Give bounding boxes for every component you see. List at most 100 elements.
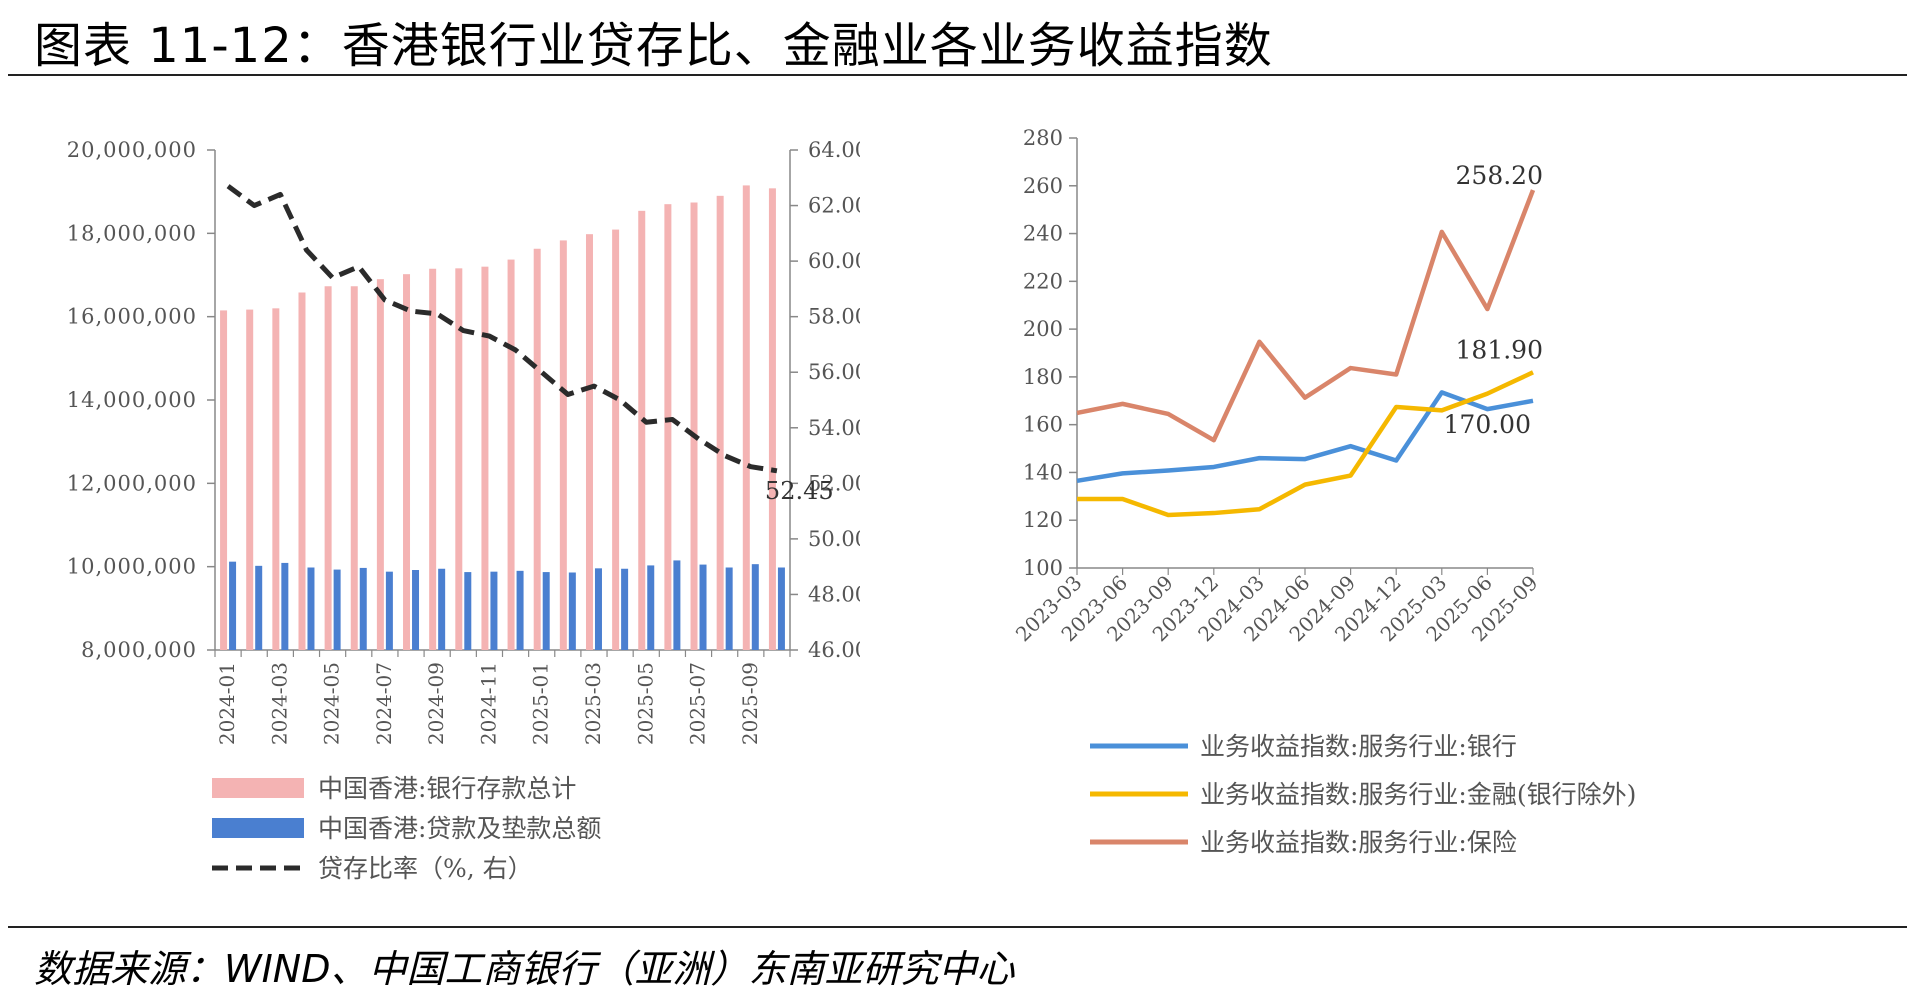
- y-tick-label: 160: [1023, 413, 1063, 437]
- loan-bar: [699, 564, 707, 650]
- source-note: 数据来源：WIND、中国工商银行（亚洲）东南亚研究中心: [34, 947, 1015, 991]
- left-y-tick-label: 10,000,000: [67, 555, 197, 579]
- bank-end-label: 170.00: [1444, 410, 1531, 439]
- loan-bar: [255, 565, 263, 650]
- deposit-bar: [246, 309, 254, 650]
- loan-bar: [594, 568, 602, 650]
- loan-bar: [464, 572, 472, 650]
- loan-bar: [412, 570, 420, 650]
- loan-bar: [229, 561, 237, 650]
- legend-swatch-deposits: [212, 778, 304, 798]
- left-chart: 8,000,000 10,000,000 12,000,000 14,000,000 1…: [67, 138, 860, 883]
- deposit-bar: [742, 185, 750, 650]
- x-tick-label: 2024-07: [372, 662, 396, 745]
- deposit-bar: [376, 279, 384, 650]
- loan-bar: [751, 564, 759, 650]
- x-tick-label: 2025-07: [686, 662, 710, 745]
- x-tick-label: 2024-11: [476, 662, 500, 745]
- x-tick-label: 2024-09: [424, 662, 448, 745]
- y-tick-label: 100: [1023, 556, 1063, 580]
- deposit-bar: [324, 286, 332, 650]
- y-tick-label: 240: [1023, 222, 1063, 246]
- loan-bar: [438, 568, 446, 650]
- right-y-tick-label: 54.00: [808, 416, 860, 440]
- loan-bar: [385, 571, 393, 650]
- x-tick-label: 2024-05: [320, 662, 344, 745]
- deposit-bar: [533, 248, 541, 650]
- legend-label-deposits: 中国香港:银行存款总计: [318, 774, 576, 803]
- loan-bar: [568, 572, 576, 650]
- top-divider: [8, 74, 1907, 76]
- loan-bar: [542, 572, 550, 650]
- right-y-tick-label: 52.00: [808, 471, 860, 495]
- deposit-bar: [507, 259, 515, 650]
- deposit-bar: [585, 234, 593, 650]
- legend-label-finance: 业务收益指数:服务行业:金融(银行除外): [1200, 780, 1636, 809]
- right-y-tick-label: 46.00: [808, 638, 860, 662]
- x-tick-label: 2025-01: [529, 662, 553, 745]
- deposit-bar: [481, 266, 489, 650]
- left-y-tick-label: 8,000,000: [81, 638, 197, 662]
- loan-bar: [333, 569, 341, 650]
- x-tick-label: 2025-09: [738, 662, 762, 745]
- legend-label-insurance: 业务收益指数:服务行业:保险: [1200, 828, 1517, 857]
- finance-line: [1077, 370, 1534, 518]
- ratio-end-label: 52.45: [765, 477, 834, 505]
- legend-label-ratio: 贷存比率（%, 右）: [318, 854, 533, 883]
- deposit-bar: [350, 286, 358, 650]
- deposit-bar: [716, 195, 724, 650]
- loan-bar: [307, 567, 315, 650]
- finance-end-label: 181.90: [1456, 335, 1543, 364]
- deposit-bar: [638, 210, 646, 650]
- loan-bar: [281, 562, 289, 650]
- left-y-tick-label: 20,000,000: [67, 138, 197, 162]
- insurance-end-label: 258.20: [1456, 161, 1543, 190]
- right-chart: 1001201401601802002202402602802023-03202…: [1011, 126, 1637, 857]
- y-tick-label: 260: [1023, 174, 1063, 198]
- legend-label-bank: 业务收益指数:服务行业:银行: [1200, 732, 1517, 761]
- y-tick-label: 280: [1023, 126, 1063, 150]
- right-y-tick-label: 62.00: [808, 194, 860, 218]
- deposit-bar: [298, 292, 306, 650]
- right-y-tick-label: 48.00: [808, 582, 860, 606]
- left-y-tick-label: 16,000,000: [67, 305, 197, 329]
- bank-line: [1076, 390, 1534, 484]
- right-y-tick-label: 58.00: [808, 305, 860, 329]
- x-tick-label: 2025-05: [633, 662, 657, 745]
- x-tick-label: 2024-01: [215, 662, 239, 745]
- x-tick-label: 2024-03: [267, 662, 291, 745]
- right-y-tick-label: 64.00: [808, 138, 860, 162]
- bottom-divider: [8, 926, 1907, 928]
- loan-bar: [647, 565, 655, 650]
- y-tick-label: 200: [1023, 317, 1063, 341]
- deposit-bar: [768, 188, 776, 650]
- y-tick-label: 120: [1023, 508, 1063, 532]
- right-y-tick-label: 60.00: [808, 249, 860, 273]
- left-y-tick-label: 12,000,000: [67, 471, 197, 495]
- right-y-tick-label: 56.00: [808, 360, 860, 384]
- loan-bar: [490, 571, 498, 650]
- deposit-bar: [690, 202, 698, 650]
- deposit-bar: [272, 308, 280, 650]
- loan-bar: [673, 560, 681, 650]
- deposit-bar: [403, 274, 411, 650]
- deposit-bar: [612, 229, 620, 651]
- insurance-line: [1076, 189, 1536, 443]
- right-y-tick-label: 50.00: [808, 527, 860, 551]
- x-tick-label: 2025-03: [581, 662, 605, 745]
- loan-bar: [621, 568, 629, 650]
- deposit-bar: [559, 240, 567, 650]
- deposit-bar: [664, 204, 672, 650]
- loan-bar: [516, 570, 524, 650]
- y-tick-label: 140: [1023, 460, 1063, 484]
- left-y-tick-label: 14,000,000: [67, 388, 197, 412]
- loan-bar: [725, 567, 733, 650]
- deposit-bar: [455, 268, 463, 650]
- deposit-bar: [220, 310, 228, 650]
- y-tick-label: 220: [1023, 269, 1063, 293]
- left-y-tick-label: 18,000,000: [67, 221, 197, 245]
- loan-bar: [359, 567, 367, 650]
- loan-bar: [777, 567, 785, 650]
- legend-label-loans: 中国香港:贷款及垫款总额: [318, 814, 601, 843]
- page-title: 图表 11-12：香港银行业贷存比、金融业各业务收益指数: [34, 18, 1273, 74]
